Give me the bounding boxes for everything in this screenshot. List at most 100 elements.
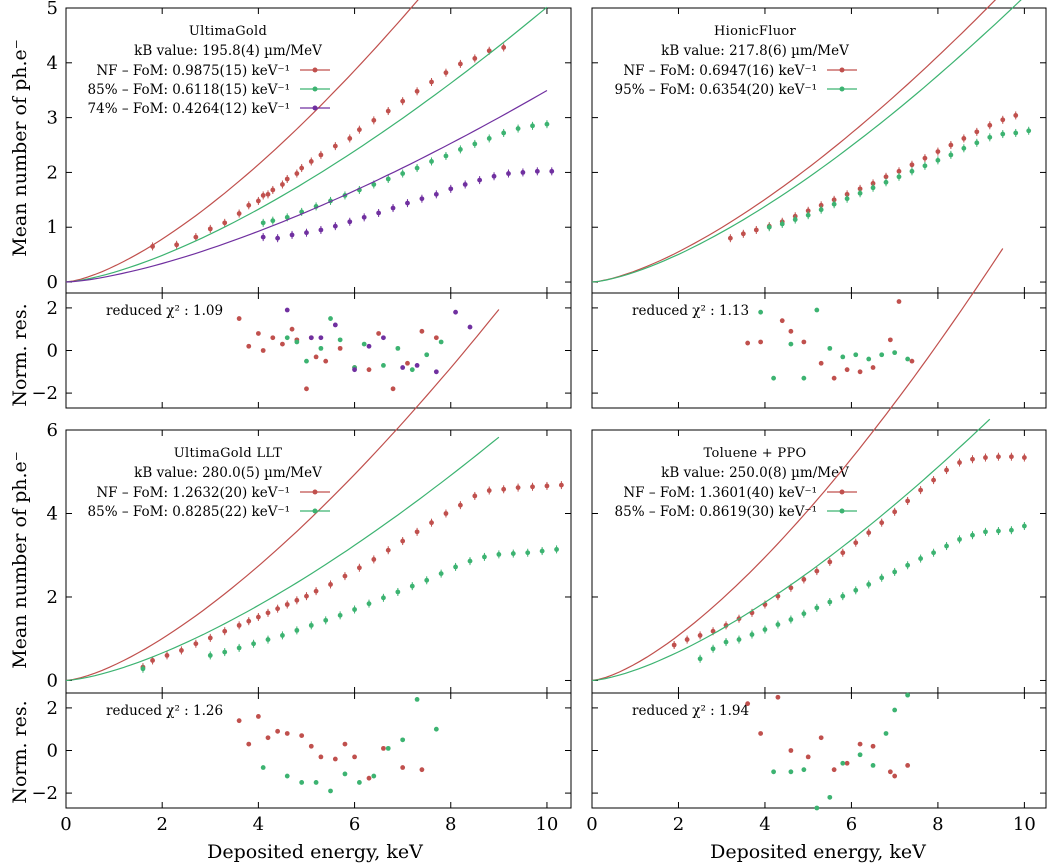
data-point [831,201,837,207]
x-tick-label: 6 [846,814,857,835]
data-point [385,108,391,114]
data-point [342,573,348,579]
data-point [491,173,497,179]
residual-point [280,341,285,347]
data-point [918,556,924,561]
data-point [390,205,396,211]
data-point [352,607,357,612]
x-tick-label: 8 [932,814,943,835]
data-point [501,45,507,50]
residual-point [818,735,824,741]
series-2: 85% – FoM: 0.6118(15) keV⁻¹ [65,6,550,373]
residual-point [337,345,343,351]
data-point [549,168,555,174]
data-point [472,141,478,147]
residual-point [844,760,850,766]
data-point [222,628,228,634]
data-point [931,477,936,483]
data-point [414,165,420,171]
x-tick-label: 0 [586,814,597,835]
residual-point [870,763,876,768]
data-point [371,117,377,123]
data-point [697,632,703,638]
data-point [265,191,271,197]
legend-entry: NF – FoM: 1.2632(20) keV⁻¹ [96,485,290,501]
data-point [356,565,362,571]
residual-point [433,335,439,341]
data-point [983,529,988,535]
data-point [918,487,924,493]
data-point [443,153,449,159]
data-point [671,642,677,648]
data-point [1013,113,1019,118]
y-tick-label: 6 [47,420,58,441]
data-point [1009,454,1014,460]
data-point [857,190,863,196]
data-point [970,532,975,538]
data-point [987,122,993,128]
data-point [453,564,458,570]
x-tick-label: 6 [349,814,360,835]
y-tick-label: 2 [47,162,58,183]
data-point [710,628,716,634]
data-point [270,218,276,224]
data-point [308,622,314,628]
x-tick-label: 0 [60,814,71,835]
data-point [193,234,199,240]
residual-point [887,769,893,775]
y-axis-label-bottom: Mean number of ph.e⁻ [9,451,31,669]
residual-point [385,745,391,751]
data-point [236,622,242,628]
residual-point [299,733,305,738]
residual-point [352,367,357,373]
data-point [931,550,936,556]
residual-point [236,718,242,724]
residual-point [342,771,348,777]
data-point [987,134,993,140]
residual-point [361,341,367,347]
data-point [424,577,430,583]
data-point [419,196,425,202]
residual-point [896,299,902,304]
residual-point [318,345,324,351]
kb-value: kB value: 280.0(5) µm/MeV [134,465,322,481]
residual-point [246,343,252,349]
residual-point [853,352,859,358]
data-point [544,483,550,489]
data-point [805,208,811,214]
residual-point [905,763,911,768]
data-point [1021,455,1027,460]
data-point [284,602,290,607]
data-point [814,568,820,574]
fit-curve [65,6,548,283]
chart-panel-4: 0 2 4 6 8 10 Toluene + PPO kB value: 250.0(8) µ… [586,248,1047,835]
residual-point [857,752,863,758]
data-point [140,666,146,672]
data-point [818,207,824,213]
data-point [361,214,367,220]
residual-y-axis-label-bottom: Norm. res. [9,700,31,803]
kb-value: kB value: 217.8(6) µm/MeV [661,43,849,59]
data-point [805,212,811,218]
residual-point [775,694,781,700]
data-point [844,191,850,197]
data-point [284,214,290,220]
data-point [236,645,242,651]
data-point [308,159,314,164]
residual-point [745,340,751,346]
data-point [749,632,755,637]
data-point [193,641,199,647]
residual-point [844,367,850,373]
data-point [304,593,309,599]
residual-point [424,352,430,358]
data-point [944,467,949,473]
data-point [284,176,290,182]
residual-y-tick-label: 2 [47,698,58,719]
legend-marker [312,508,318,514]
residual-point [405,360,410,366]
data-point [1013,130,1019,136]
data-point [957,536,962,542]
data-point [371,182,377,187]
data-point [762,627,768,632]
